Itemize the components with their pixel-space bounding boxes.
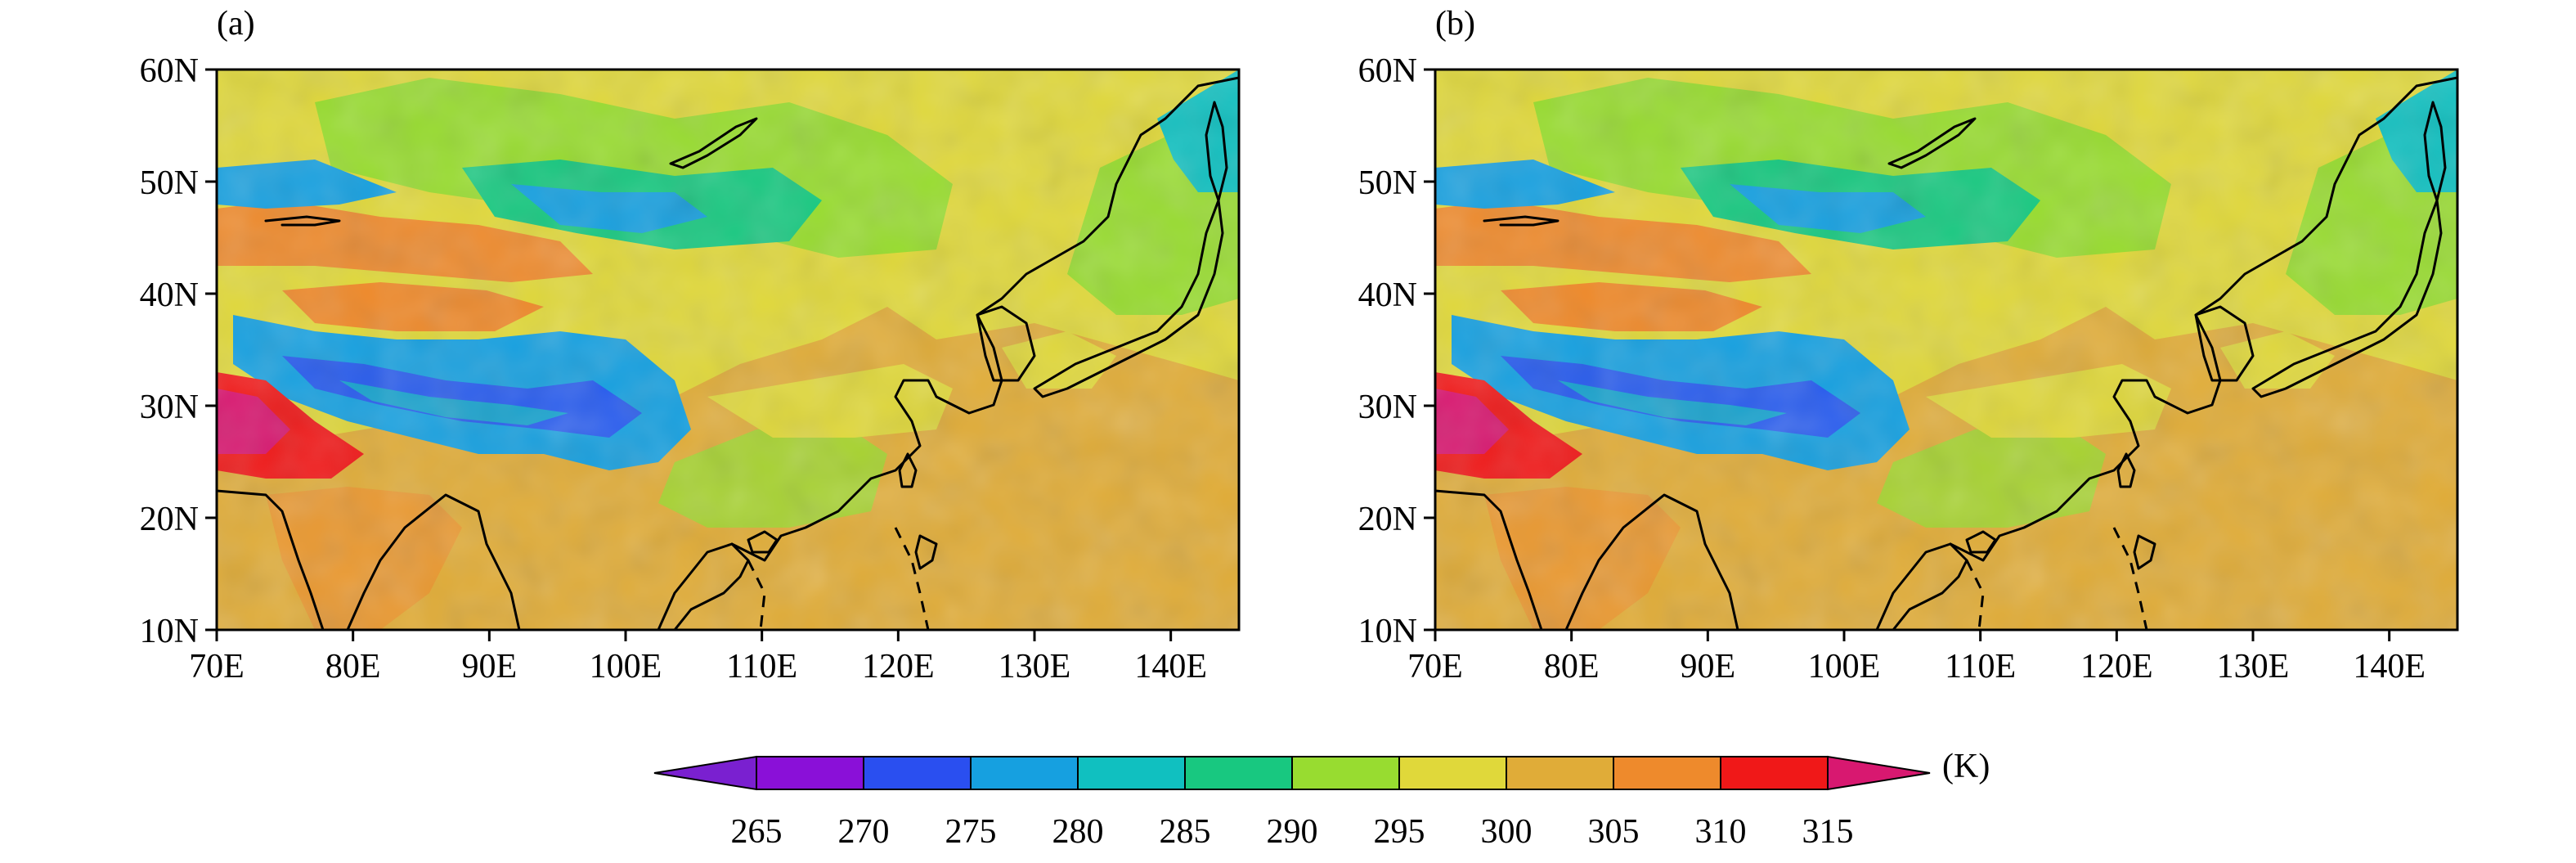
colorbar-left-arrow	[653, 755, 757, 791]
colorbar-unit: (K)	[1942, 748, 1990, 785]
colorbar-box	[863, 756, 972, 790]
panel-b-lon-tick-label: 90E	[1681, 648, 1736, 685]
colorbar-box	[1398, 756, 1507, 790]
panel-a-lat-tick-label: 20N	[140, 501, 199, 538]
panel-b-lon-tick-label: 110E	[1945, 648, 2016, 685]
colorbar-right-arrow	[1827, 755, 1931, 791]
colorbar-box	[1077, 756, 1186, 790]
colorbar-box	[1184, 756, 1293, 790]
panel-b-lat-tick-label: 10N	[1358, 613, 1417, 650]
panel-a-axes: 70E 80E 90E 100E 110E 120E 130E 140E 60N 50N 40N 30…	[140, 52, 1207, 685]
colorbar-box	[1613, 756, 1721, 790]
panel-b: (b) 70E 80E 90E 100E 110E 120E 130E 140E 60N 50N 4…	[1358, 5, 2459, 685]
panel-a-lon-tick-label: 100E	[590, 648, 662, 685]
panel-b-lat-tick-label: 40N	[1358, 276, 1417, 314]
panel-a-lon-tick-label: 110E	[726, 648, 797, 685]
panel-a-label: (a)	[217, 5, 255, 43]
panel-b-lon-tick-label: 120E	[2080, 648, 2153, 685]
panel-a-frame	[215, 68, 1241, 632]
colorbar-tick-label: 270	[838, 813, 890, 851]
colorbar-tick-label: 310	[1695, 813, 1747, 851]
colorbar-tick-label: 300	[1481, 813, 1533, 851]
panel-a-lat-tick-label: 60N	[140, 52, 199, 90]
colorbar-tick-label: 295	[1374, 813, 1425, 851]
colorbar-tick-label: 265	[731, 813, 783, 851]
panel-b-lat-tick-label: 30N	[1358, 389, 1417, 426]
panel-a-lat-tick-label: 10N	[140, 613, 199, 650]
panel-a-lat-tick-label: 40N	[140, 276, 199, 314]
panel-a-lon-tick-label: 120E	[862, 648, 935, 685]
panel-a-lat-tick-label: 50N	[140, 164, 199, 202]
panel-a-lon-tick-label: 70E	[189, 648, 245, 685]
colorbar-tick-label: 290	[1267, 813, 1318, 851]
colorbar-tick-label: 305	[1588, 813, 1640, 851]
panel-a: (a) 70E 80E 90E 100E 110E 120E 130E 140E 60N 50N 4…	[140, 5, 1241, 685]
colorbar-tick-label: 275	[945, 813, 997, 851]
colorbar-box	[970, 756, 1079, 790]
panel-b-lon-tick-label: 140E	[2353, 648, 2426, 685]
colorbar-box	[1506, 756, 1614, 790]
panel-b-axes: 70E 80E 90E 100E 110E 120E 130E 140E 60N 50N 40N 30…	[1358, 52, 2426, 685]
colorbar-tick-label: 285	[1160, 813, 1211, 851]
panel-a-lon-tick-label: 80E	[325, 648, 381, 685]
colorbar-box	[1291, 756, 1400, 790]
panel-b-lon-tick-label: 130E	[2217, 648, 2290, 685]
panel-b-lat-tick-label: 50N	[1358, 164, 1417, 202]
colorbar: 265 270 275 280 285 290 295 300 305 310 315	[653, 755, 1931, 851]
panel-b-lon-tick-label: 70E	[1407, 648, 1463, 685]
panel-a-lon-tick-label: 140E	[1134, 648, 1207, 685]
colorbar-tick-label: 315	[1802, 813, 1854, 851]
colorbar-box	[1720, 756, 1829, 790]
panel-b-frame	[1434, 68, 2459, 632]
panel-a-lat-tick-label: 30N	[140, 389, 199, 426]
panel-b-label: (b)	[1435, 5, 1475, 43]
colorbar-tick-label: 280	[1052, 813, 1104, 851]
colorbar-box	[756, 756, 864, 790]
panel-a-lon-tick-label: 130E	[999, 648, 1071, 685]
panel-b-lat-tick-label: 60N	[1358, 52, 1417, 90]
panel-b-lat-tick-label: 20N	[1358, 501, 1417, 538]
panel-b-lon-tick-label: 100E	[1808, 648, 1881, 685]
panel-b-lon-tick-label: 80E	[1544, 648, 1600, 685]
panel-a-lon-tick-label: 90E	[462, 648, 518, 685]
